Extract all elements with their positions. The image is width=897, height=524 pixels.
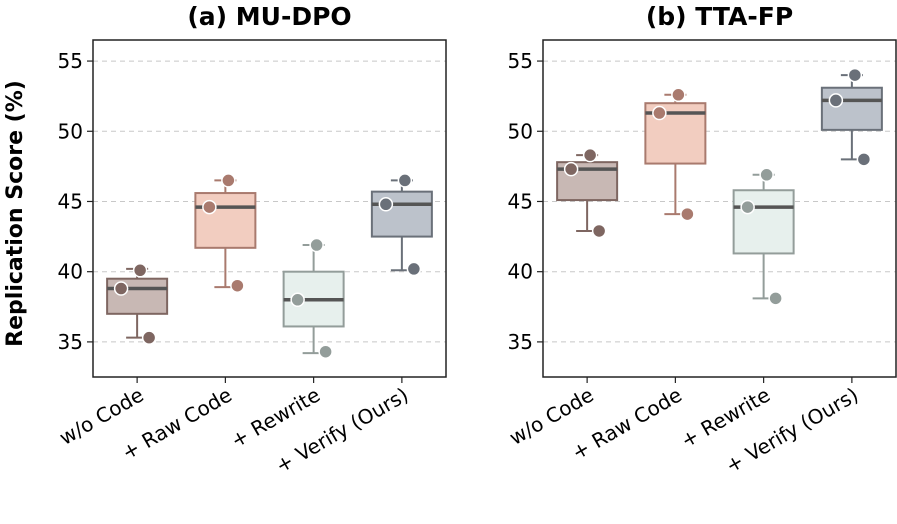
- data-point: [309, 237, 324, 253]
- data-point: [202, 199, 217, 215]
- data-point: [582, 147, 598, 163]
- data-point: [828, 93, 844, 108]
- axes-frame: [542, 39, 897, 378]
- data-point: [113, 281, 129, 296]
- data-point: [768, 291, 783, 306]
- y-axis-label: Replication Score (%): [3, 80, 28, 347]
- y-tick-label: 40: [58, 260, 83, 284]
- data-point: [378, 197, 394, 212]
- y-tick-label: 45: [508, 189, 533, 213]
- box-body: [106, 277, 169, 315]
- box-3: [282, 237, 345, 359]
- y-tick-label: 55: [508, 49, 533, 73]
- data-point: [740, 199, 755, 215]
- box-body: [820, 86, 883, 131]
- chart-title: (b) TTA-FP: [646, 2, 793, 31]
- data-point: [856, 152, 872, 167]
- data-point: [406, 261, 422, 277]
- data-point: [132, 263, 148, 278]
- box-body: [194, 192, 257, 249]
- box-4: [820, 67, 883, 167]
- axes-frame: [92, 39, 447, 378]
- data-point: [141, 330, 157, 345]
- y-tick-label: 50: [508, 119, 533, 143]
- y-tick-label: 40: [508, 260, 533, 284]
- chart-title: (a) MU-DPO: [187, 2, 351, 31]
- box-3: [732, 167, 795, 306]
- y-tick-label: 35: [508, 330, 533, 354]
- y-tick-label: 35: [58, 330, 83, 354]
- box-1: [556, 147, 619, 239]
- data-point: [591, 223, 607, 239]
- data-point: [671, 87, 686, 103]
- data-point: [230, 278, 245, 293]
- y-tick-label: 55: [58, 49, 83, 73]
- data-point: [759, 167, 774, 183]
- data-point: [290, 292, 305, 308]
- box-1: [106, 263, 169, 345]
- box-2: [644, 87, 707, 222]
- data-point: [563, 161, 579, 177]
- box-2: [194, 173, 257, 293]
- y-tick-label: 50: [58, 119, 83, 143]
- box-4: [370, 173, 433, 277]
- y-tick-label: 45: [58, 189, 83, 213]
- data-point: [318, 344, 333, 359]
- data-point: [652, 105, 667, 121]
- box-body: [370, 190, 433, 238]
- data-point: [397, 173, 413, 188]
- data-point: [221, 173, 236, 188]
- data-point: [847, 67, 863, 83]
- data-point: [680, 206, 695, 222]
- box-body: [732, 189, 795, 255]
